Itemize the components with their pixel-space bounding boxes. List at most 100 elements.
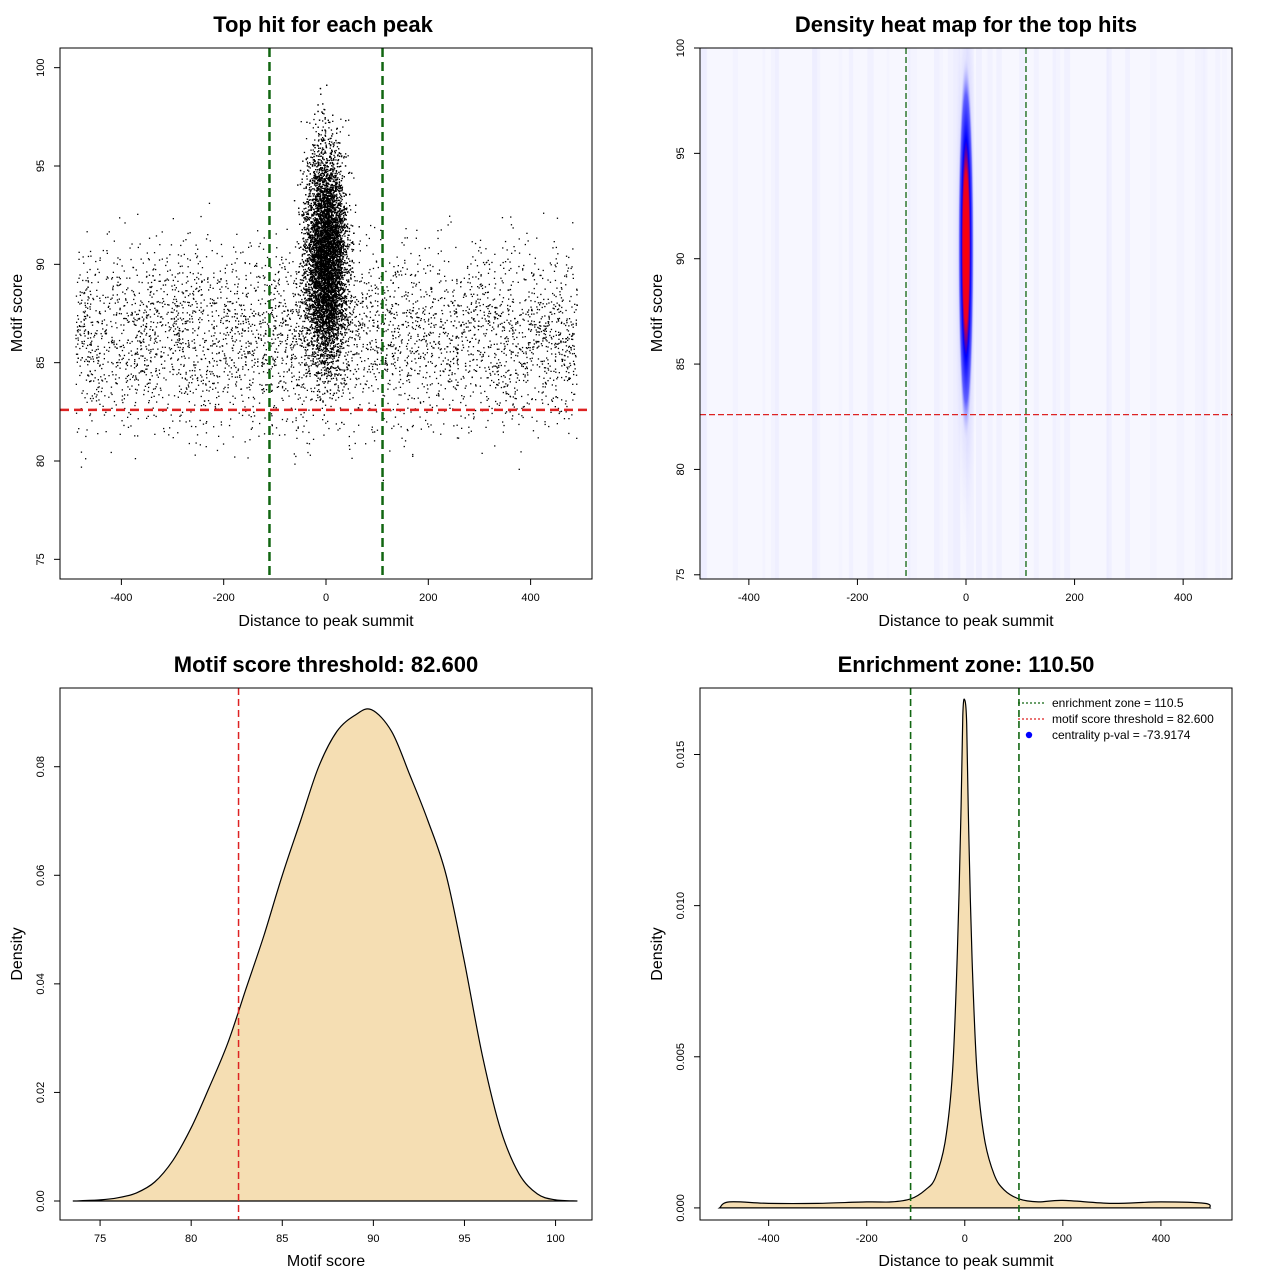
data-point (336, 299, 338, 302)
data-point (313, 227, 316, 229)
data-point (330, 311, 332, 313)
data-point (320, 169, 322, 171)
data-point (319, 192, 321, 194)
data-point (331, 350, 333, 353)
data-point (335, 326, 338, 328)
data-point (305, 346, 307, 348)
data-point (304, 317, 306, 319)
data-point (326, 367, 328, 370)
data-point (337, 268, 339, 270)
data-point (343, 274, 345, 277)
data-point (334, 333, 337, 335)
data-point (319, 183, 321, 185)
data-point (323, 138, 325, 140)
data-point (324, 261, 327, 264)
data-point (312, 305, 314, 307)
data-point (327, 232, 329, 234)
data-point (314, 313, 316, 315)
data-point (314, 200, 317, 202)
data-point (323, 351, 325, 353)
data-point (338, 185, 340, 187)
data-point (341, 316, 343, 318)
data-point (321, 261, 323, 264)
data-point (329, 291, 331, 294)
data-point (314, 139, 316, 141)
data-point (333, 334, 335, 336)
data-point (342, 222, 344, 224)
data-point (310, 272, 312, 274)
data-point (342, 322, 344, 325)
data-point (319, 276, 321, 278)
data-point (320, 162, 322, 164)
data-point (319, 174, 321, 177)
data-point (336, 246, 338, 249)
data-point (333, 154, 335, 157)
data-point (341, 318, 344, 320)
data-point (340, 184, 343, 186)
data-point (310, 205, 312, 207)
data-point (324, 150, 326, 152)
data-point (329, 351, 331, 353)
data-point (322, 329, 324, 332)
data-point (347, 293, 349, 295)
data-point (323, 113, 325, 115)
data-point (303, 151, 306, 154)
data-point (336, 307, 338, 309)
data-point (315, 131, 317, 133)
data-point (339, 346, 341, 348)
data-point (312, 301, 315, 303)
data-point (318, 184, 320, 186)
data-point (341, 333, 343, 335)
data-point (305, 312, 307, 314)
data-point (318, 135, 320, 137)
data-point (335, 215, 337, 217)
data-point (341, 378, 343, 380)
data-point (313, 118, 315, 121)
data-point (310, 284, 312, 286)
data-point (327, 170, 329, 173)
data-point (312, 348, 314, 350)
data-point (317, 294, 319, 296)
data-point (347, 316, 349, 318)
data-point (335, 360, 337, 362)
data-point (337, 248, 339, 251)
data-point (325, 186, 327, 189)
data-point (313, 180, 315, 182)
data-point (331, 282, 333, 284)
data-point (327, 344, 329, 346)
data-point (312, 199, 314, 202)
data-point (342, 245, 344, 247)
data-point (340, 259, 343, 262)
data-point (309, 179, 311, 181)
data-point (319, 212, 321, 214)
data-point (313, 144, 315, 146)
data-point (336, 320, 338, 322)
data-point (316, 189, 319, 191)
data-point (351, 357, 353, 359)
data-point (337, 343, 340, 345)
data-point (339, 249, 341, 251)
data-point (331, 274, 333, 276)
data-point (336, 249, 338, 251)
data-point (333, 250, 335, 252)
data-point (337, 221, 339, 223)
data-point (325, 348, 327, 351)
data-point (343, 233, 345, 235)
data-point (321, 179, 323, 181)
data-point (323, 213, 325, 215)
data-point (321, 250, 323, 252)
data-point (332, 331, 334, 333)
data-point (320, 160, 322, 162)
data-point (346, 344, 349, 347)
data-point (325, 328, 327, 330)
data-point (340, 320, 343, 322)
data-point (333, 274, 336, 276)
data-point (317, 283, 319, 285)
data-point (319, 211, 322, 214)
data-point (322, 288, 324, 290)
data-point (320, 202, 323, 204)
data-point (303, 269, 305, 271)
data-point (315, 274, 318, 276)
data-point (325, 249, 328, 251)
